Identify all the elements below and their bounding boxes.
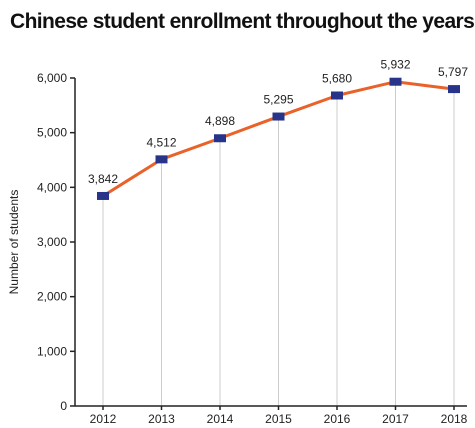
data-marker-2018 [448, 85, 460, 94]
x-tick-label: 2018 [441, 412, 468, 426]
x-tick-label: 2015 [265, 412, 292, 426]
data-marker-2013 [155, 155, 168, 164]
data-marker-2012 [97, 191, 109, 200]
y-tick-label: 4,000 [37, 180, 67, 194]
y-tick-label: 6,000 [37, 71, 67, 85]
data-label-2013: 4,512 [146, 135, 176, 149]
chart-title: Chinese student enrollment throughout th… [10, 10, 475, 33]
drop-lines [102, 81, 455, 406]
data-marker-2015 [272, 112, 285, 121]
y-tick-label: 1,000 [37, 344, 67, 358]
y-ticks: 0 1,000 2,000 3,000 4,000 5,000 6,000 [37, 71, 75, 413]
axes [74, 78, 467, 407]
y-axis-label: Number of students [7, 190, 21, 295]
data-label-2018: 5,797 [438, 65, 468, 79]
data-label-2017: 5,932 [380, 58, 410, 72]
y-tick-label: 5,000 [37, 126, 67, 140]
x-tick-label: 2013 [148, 412, 175, 426]
data-labels: 3,842 4,512 4,898 5,295 5,680 5,932 5,797 [88, 58, 468, 186]
data-label-2014: 4,898 [205, 114, 235, 128]
data-label-2015: 5,295 [263, 93, 293, 107]
y-tick-label: 0 [60, 399, 67, 413]
x-tick-label: 2014 [207, 412, 234, 426]
data-marker-2017 [389, 77, 402, 86]
x-tick-label: 2017 [382, 412, 409, 426]
x-tick-label: 2016 [324, 412, 351, 426]
data-marker-2016 [331, 91, 343, 100]
data-marker-2014 [214, 134, 226, 143]
y-tick-label: 3,000 [37, 235, 67, 249]
x-tick-label: 2012 [90, 412, 117, 426]
x-ticks: 2012 2013 2014 2015 2016 2017 2018 [90, 406, 468, 426]
data-label-2012: 3,842 [88, 172, 118, 186]
y-tick-label: 2,000 [37, 290, 67, 304]
data-label-2016: 5,680 [322, 71, 352, 85]
data-markers [97, 77, 460, 200]
